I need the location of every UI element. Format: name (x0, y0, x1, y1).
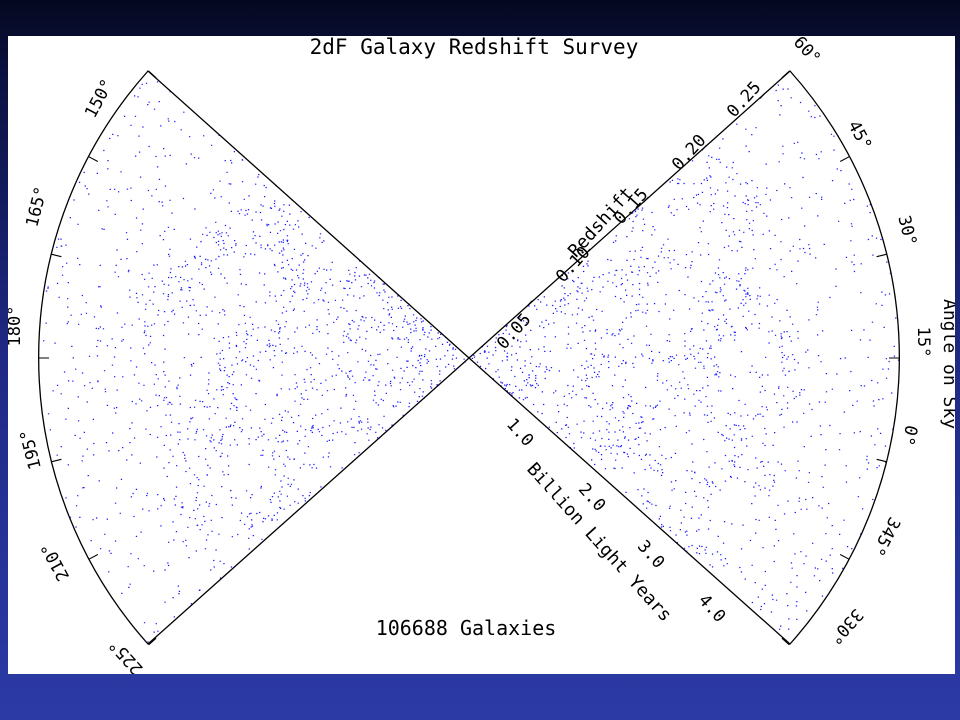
angle-tick-right: 60° (789, 36, 824, 69)
galaxy-points (43, 81, 900, 643)
angle-tick-right: 15° (913, 327, 933, 358)
angle-tick-left: 165° (22, 185, 51, 230)
galaxy-count-caption: 106688 Galaxies (376, 616, 557, 640)
angle-tick-right: 345° (867, 514, 904, 560)
galaxy-distribution (43, 81, 900, 643)
angle-tick-left: 210° (37, 539, 74, 585)
survey-wedge-plot: 2dF Galaxy Redshift Survey 0.05 0.10 0.1… (8, 36, 955, 674)
redshift-tick: 0.20 (668, 131, 710, 175)
axis-ticks (39, 70, 899, 646)
distance-tick: 4.0 (694, 591, 729, 627)
figure-title: 2dF Galaxy Redshift Survey (310, 36, 639, 59)
angle-tick-left: 225° (105, 634, 147, 674)
right-wedge-outline (468, 70, 900, 645)
angle-tick-left: 195° (16, 427, 45, 472)
left-wedge-outline (38, 70, 470, 645)
distance-tick: 3.0 (633, 537, 668, 573)
angle-tick-left: 150° (81, 76, 118, 122)
redshift-tick: 0.05 (493, 310, 535, 354)
angle-tick-right: 45° (843, 117, 875, 154)
angle-tick-right: 30° (893, 213, 920, 248)
angle-axis-label: Angle on Sky (939, 299, 955, 429)
survey-figure-panel: 2dF Galaxy Redshift Survey 0.05 0.10 0.1… (8, 36, 955, 674)
angle-tick-left: 180° (8, 306, 25, 347)
angle-tick-right: 0° (897, 423, 921, 448)
distance-tick: 1.0 (502, 415, 537, 451)
angle-tick-right: 330° (825, 604, 867, 648)
redshift-tick: 0.25 (723, 78, 765, 122)
